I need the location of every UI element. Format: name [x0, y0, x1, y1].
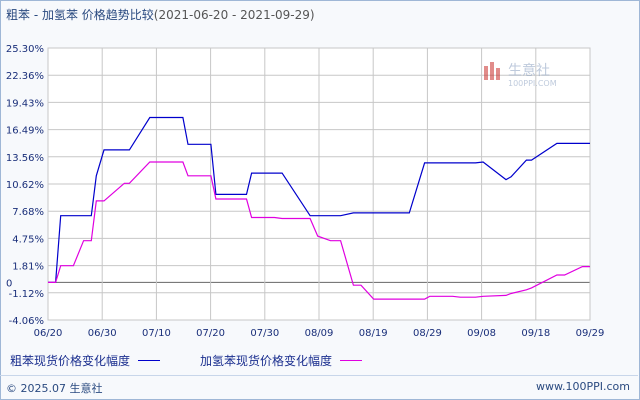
- x-tick-label: 08/19: [359, 328, 388, 339]
- x-tick-label: 07/10: [142, 328, 171, 339]
- y-tick-label: 19.43%: [6, 98, 44, 109]
- footer-copyright: © 2025.07 生意社: [6, 382, 103, 395]
- title-text: 粗苯 - 加氢苯 价格趋势比较: [6, 8, 154, 22]
- footer-site-link[interactable]: www.100PPI.com: [536, 380, 630, 393]
- legend-swatch-crude-benzene: [138, 360, 161, 361]
- x-tick-label: 09/08: [467, 328, 496, 339]
- y-tick-label: 22.36%: [6, 71, 44, 82]
- legend-label-hydro-benzene: 加氢苯现货价格变化幅度: [200, 354, 333, 368]
- y-tick-label: 7.68%: [12, 207, 44, 218]
- legend-item-hydro-benzene: 加氢苯现货价格变化幅度: [200, 352, 363, 369]
- y-tick-label: 4.75%: [12, 234, 44, 245]
- x-tick-label: 08/29: [413, 328, 442, 339]
- x-tick-label: 09/18: [521, 328, 550, 339]
- x-tick-label: 09/29: [576, 328, 605, 339]
- footer: © 2025.07 生意社 www.100PPI.com: [0, 375, 638, 398]
- y-tick-label: 25.30%: [6, 44, 44, 55]
- x-tick-label: 07/20: [196, 328, 225, 339]
- title-range: (2021-06-20 - 2021-09-29): [153, 8, 315, 22]
- watermark-site: 100PPI.COM: [508, 79, 557, 88]
- y-tick-label: 16.49%: [6, 126, 44, 137]
- x-tick-label: 07/30: [250, 328, 279, 339]
- page-title: 粗苯 - 加氢苯 价格趋势比较(2021-06-20 - 2021-09-29): [6, 6, 315, 23]
- y-tick-label: -1.12%: [9, 289, 44, 300]
- watermark-logo: 生意社 100PPI.COM: [484, 62, 557, 88]
- series-line-1: [48, 161, 590, 300]
- chart-legend: 粗苯现货价格变化幅度 加氢苯现货价格变化幅度: [0, 352, 640, 370]
- y-tick-label: 1.81%: [12, 262, 44, 273]
- y-tick-label: 10.62%: [6, 180, 44, 191]
- series-line-0: [48, 116, 590, 283]
- y-tick-label: -4.06%: [9, 316, 44, 327]
- legend-item-crude-benzene: 粗苯现货价格变化幅度: [10, 352, 161, 369]
- legend-swatch-hydro-benzene: [340, 360, 363, 361]
- y-tick-label: 13.56%: [6, 153, 44, 164]
- x-tick-label: 06/20: [34, 328, 63, 339]
- zero-label: 0: [6, 278, 12, 289]
- x-tick-label: 08/09: [305, 328, 334, 339]
- x-tick-label: 06/30: [88, 328, 117, 339]
- legend-label-crude-benzene: 粗苯现货价格变化幅度: [10, 354, 131, 368]
- watermark-name: 生意社: [508, 62, 550, 79]
